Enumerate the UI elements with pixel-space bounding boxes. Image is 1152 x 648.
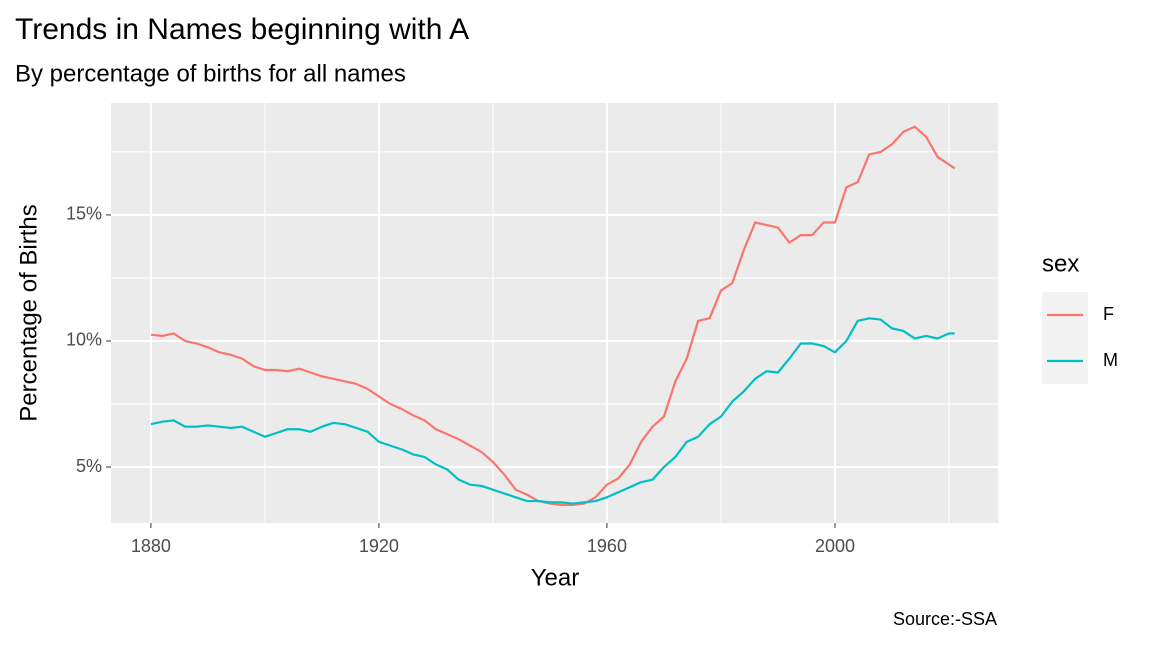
- x-tick-label: 2000: [815, 536, 855, 556]
- chart-subtitle: By percentage of births for all names: [15, 60, 406, 87]
- plot-panel: [111, 103, 998, 523]
- x-tick-label: 1880: [131, 536, 171, 556]
- legend-label: F: [1103, 304, 1114, 324]
- y-tick-label: 5%: [76, 456, 102, 476]
- line-series: [150, 125, 956, 506]
- y-tick-label: 15%: [66, 204, 102, 224]
- caption: Source:-SSA: [893, 609, 997, 629]
- y-tick-label: 10%: [66, 330, 102, 350]
- legend-title: sex: [1042, 250, 1079, 277]
- line-series: [150, 317, 955, 505]
- y-axis-label: Percentage of Births: [15, 204, 42, 421]
- legend-label: M: [1103, 350, 1118, 370]
- chart-title: Trends in Names beginning with A: [15, 13, 469, 46]
- x-tick-label: 1960: [587, 536, 627, 556]
- x-tick-label: 1920: [359, 536, 399, 556]
- x-axis-label: Year: [531, 564, 580, 591]
